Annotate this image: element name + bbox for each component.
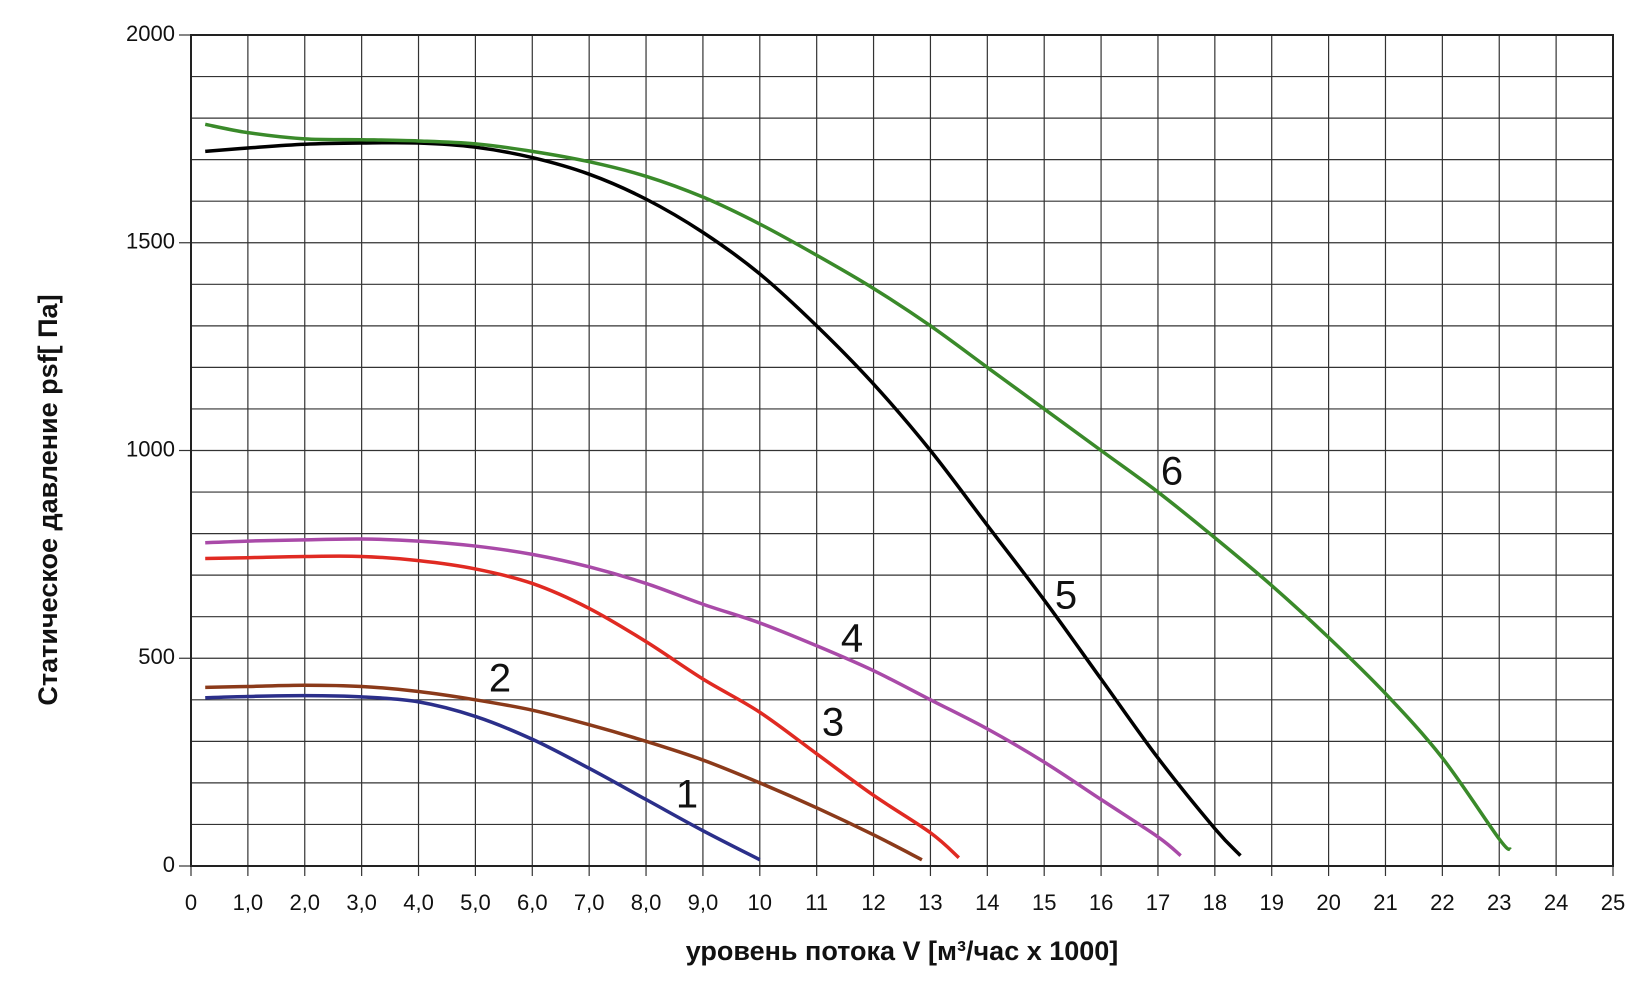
x-tick-label: 15 bbox=[1032, 890, 1056, 915]
x-tick-label: 6,0 bbox=[517, 890, 548, 915]
curve-label: 6 bbox=[1161, 450, 1183, 494]
x-tick-label: 19 bbox=[1259, 890, 1283, 915]
x-tick-label: 7,0 bbox=[574, 890, 605, 915]
x-tick-label: 9,0 bbox=[688, 890, 719, 915]
x-tick-label: 4,0 bbox=[403, 890, 434, 915]
y-axis-title: Статическое давление psf[ Па] bbox=[33, 294, 63, 705]
plot-frame bbox=[190, 34, 1614, 867]
x-tick-label: 20 bbox=[1316, 890, 1340, 915]
x-tick-label: 21 bbox=[1373, 890, 1397, 915]
x-tick-label: 22 bbox=[1430, 890, 1454, 915]
curve-label: 3 bbox=[822, 701, 844, 745]
curve-label: 5 bbox=[1055, 574, 1077, 618]
x-tick-label: 16 bbox=[1089, 890, 1113, 915]
x-tick-label: 0 bbox=[185, 890, 197, 915]
curve-label: 4 bbox=[841, 617, 863, 661]
x-tick-label: 2,0 bbox=[289, 890, 320, 915]
x-tick-label: 12 bbox=[861, 890, 885, 915]
x-tick-label: 10 bbox=[748, 890, 772, 915]
curve bbox=[205, 554, 961, 860]
x-tick-label: 14 bbox=[975, 890, 999, 915]
x-tick-label: 8,0 bbox=[631, 890, 662, 915]
curve-label: 2 bbox=[489, 657, 511, 701]
x-tick-label: 23 bbox=[1487, 890, 1511, 915]
curve bbox=[205, 537, 1182, 857]
x-tick-label: 3,0 bbox=[346, 890, 377, 915]
y-tick-label: 500 bbox=[138, 644, 175, 669]
x-tick-label: 24 bbox=[1544, 890, 1568, 915]
curve bbox=[205, 693, 761, 862]
x-tick-label: 25 bbox=[1601, 890, 1625, 915]
x-tick-label: 1,0 bbox=[233, 890, 264, 915]
x-tick-label: 11 bbox=[805, 890, 828, 915]
y-tick-label: 0 bbox=[163, 852, 175, 877]
y-tick-label: 2000 bbox=[126, 21, 175, 46]
x-tick-label: 18 bbox=[1203, 890, 1227, 915]
y-tick-label: 1000 bbox=[126, 436, 175, 461]
x-tick-label: 13 bbox=[918, 890, 942, 915]
x-axis-title: уровень потока V [м³/час х 1000] bbox=[686, 936, 1119, 966]
y-tick-label: 1500 bbox=[126, 229, 175, 254]
curve-label: 1 bbox=[676, 773, 698, 817]
curve bbox=[205, 683, 923, 862]
curve bbox=[204, 122, 1512, 852]
curve bbox=[205, 140, 1242, 857]
x-tick-label: 5,0 bbox=[460, 890, 491, 915]
x-tick-label: 17 bbox=[1146, 890, 1170, 915]
